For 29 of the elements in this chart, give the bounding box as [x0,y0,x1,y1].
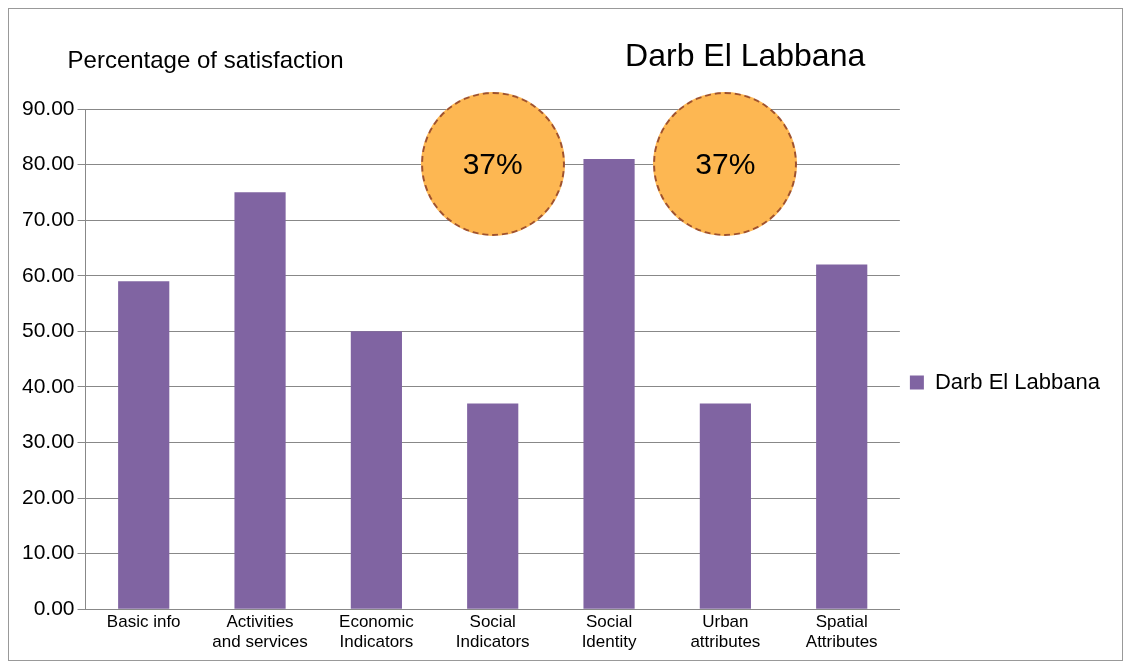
y-axis-title: Percentage of satisfaction [67,45,344,73]
bar [350,331,402,609]
y-tick-label: 70.00 [21,206,75,230]
x-tick-label: Social Identity [581,612,637,652]
circle-badge: 37% [420,92,565,236]
circle-badge: 37% [653,92,798,236]
y-tick-label: 10.00 [21,540,75,564]
legend-label: Darb El Labbana [934,368,1101,394]
y-tick-label: 50.00 [21,318,75,342]
y-tick-label: 20.00 [21,484,75,508]
x-tick-label: Activities and services [212,612,308,652]
y-tick-label: 90.00 [21,95,75,119]
y-tick-label: 40.00 [21,373,75,397]
y-tick-label: 0.00 [33,596,75,619]
bar [816,264,868,609]
y-tick-label: 80.00 [21,151,75,175]
y-tick-label: 30.00 [21,429,75,453]
bar [467,403,519,609]
bar [699,403,751,609]
x-tick-label: Basic info [106,612,181,632]
x-tick-label: Spatial Attributes [805,612,878,652]
chart-title: Darb El Labbana [625,36,866,73]
bar [118,281,170,609]
bar [583,159,635,609]
x-tick-label: Social Indicators [455,612,530,652]
x-tick-label: Economic Indicators [339,612,415,652]
x-tick-label: Urban attributes [690,612,761,652]
y-tick-label: 60.00 [21,262,75,286]
bar [234,192,286,609]
